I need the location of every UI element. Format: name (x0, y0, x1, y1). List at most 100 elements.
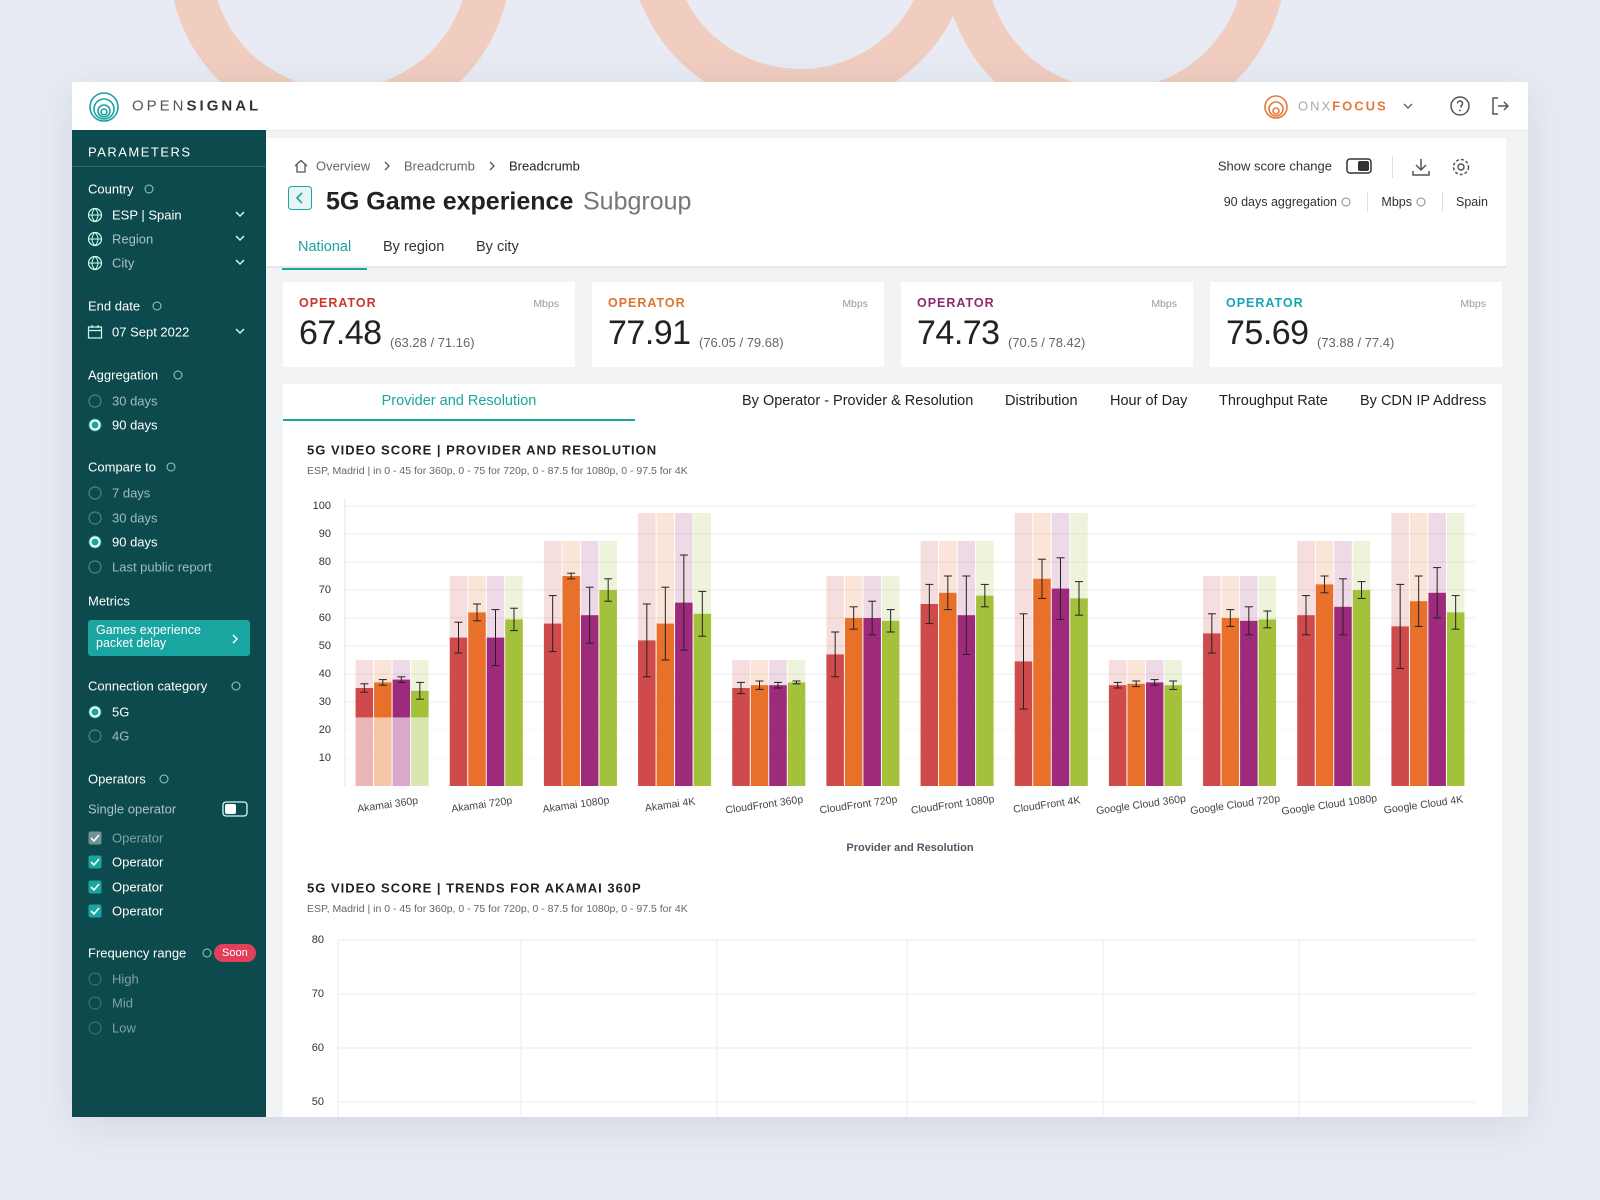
page-header: Overview Breadcrumb Breadcrumb 5G Game expe… (266, 138, 1506, 270)
single-operator-toggle[interactable] (222, 801, 248, 817)
checkbox[interactable] (88, 904, 102, 918)
kpi-range: (76.05 / 79.68) (699, 335, 784, 350)
checkbox-label[interactable]: Operator (112, 879, 164, 895)
chart-tab[interactable]: By CDN IP Address (1360, 393, 1487, 409)
chevron[interactable] (234, 258, 246, 268)
x-tick-label: CloudFront 1080p (910, 793, 995, 817)
radio[interactable] (88, 560, 102, 574)
error-bar (737, 681, 745, 695)
radio-label[interactable]: 5G (112, 704, 130, 720)
checkbox-label[interactable]: Operator (112, 854, 164, 870)
error-bar (868, 600, 877, 636)
info-icon (152, 301, 162, 311)
select[interactable]: Region (112, 231, 154, 247)
radio[interactable] (88, 418, 102, 432)
bar (580, 615, 599, 786)
chart-panel: 5G VIDEO SCORE | PROVIDER AND RESOLUTION… (283, 421, 1502, 1117)
bar (750, 685, 769, 786)
radio-label[interactable]: Last public report (112, 559, 212, 575)
error-bar (454, 621, 463, 654)
chart-tab[interactable]: Provider and Resolution (283, 384, 635, 421)
product-light: ONX (1298, 98, 1333, 114)
y-tick-label: 10 (319, 752, 331, 764)
bar (881, 620, 900, 786)
date-select[interactable]: 07 Sept 2022 (112, 324, 190, 340)
kpi-label: OPERATOR (608, 296, 686, 310)
error-bar (1226, 609, 1235, 627)
kpi-value: 77.91 (608, 314, 691, 352)
home-icon[interactable] (293, 158, 309, 174)
breadcrumb[interactable]: Overview (316, 158, 371, 174)
error-bar (360, 683, 369, 693)
error-bar (1169, 680, 1178, 690)
breadcrumb[interactable]: Breadcrumb (404, 158, 475, 174)
x-tick-label: Akamai 720p (451, 795, 514, 815)
globe-icon (87, 207, 103, 223)
select[interactable]: ESP | Spain (112, 207, 182, 223)
chevron[interactable] (234, 234, 246, 244)
settings-icon[interactable] (1450, 156, 1472, 178)
x-tick-label: Google Cloud 1080p (1281, 792, 1378, 817)
checkbox[interactable] (88, 855, 102, 869)
radio[interactable] (88, 535, 102, 549)
info-icon (144, 184, 154, 194)
back-button[interactable] (288, 186, 312, 210)
help-icon[interactable] (1448, 94, 1472, 118)
radio-label[interactable]: 30 days (112, 510, 158, 526)
chart-tab[interactable]: Throughput Rate (1219, 393, 1328, 409)
chart-tab[interactable]: Distribution (1005, 393, 1078, 409)
select[interactable]: City (112, 255, 135, 271)
radio-label[interactable]: 30 days (112, 393, 158, 409)
radio[interactable] (88, 394, 102, 408)
product-chevron[interactable] (1402, 100, 1414, 112)
checkbox-label: Operator (112, 830, 164, 846)
bar (693, 613, 712, 786)
radio[interactable] (88, 486, 102, 500)
metric-button[interactable]: Games experience packet delay (88, 620, 250, 656)
download-icon[interactable] (1410, 156, 1432, 178)
logout-icon[interactable] (1488, 94, 1512, 118)
meta-item: 90 days aggregation (1223, 195, 1337, 209)
page-tab[interactable]: By region (383, 239, 445, 255)
chart-tab[interactable]: Hour of Day (1110, 393, 1188, 409)
breadcrumb: Breadcrumb (509, 158, 580, 174)
kpi-unit: Mbps (1151, 298, 1177, 310)
checkbox[interactable] (88, 880, 102, 894)
info-icon (159, 774, 169, 784)
kpi-unit: Mbps (533, 298, 559, 310)
radio-label[interactable]: 7 days (112, 485, 151, 501)
chevron[interactable] (234, 210, 246, 220)
tab-rule (266, 266, 1506, 268)
info-icon (1341, 197, 1351, 207)
error-bar (792, 680, 801, 685)
error-bar (510, 607, 518, 632)
radio-label[interactable]: 90 days (112, 534, 158, 550)
checkbox-label[interactable]: Operator (112, 903, 164, 919)
bar (1014, 661, 1033, 786)
error-bar (473, 603, 481, 622)
bar (468, 612, 486, 786)
bar (826, 654, 844, 786)
radio[interactable] (88, 729, 102, 743)
info-icon (202, 948, 212, 958)
divider (1392, 156, 1393, 178)
radio-label[interactable]: 90 days (112, 417, 158, 433)
page-tab[interactable]: National (282, 236, 368, 270)
product-switcher[interactable]: ONXFOCUS (1298, 99, 1388, 114)
page-tab[interactable]: By city (476, 239, 519, 255)
error-bar (962, 575, 971, 655)
radio (88, 1021, 102, 1035)
x-tick-label: Google Cloud 360p (1095, 793, 1186, 817)
x-tick-label: CloudFront 360p (725, 794, 804, 817)
y-tick-label: 30 (319, 696, 331, 708)
chevron[interactable] (234, 327, 246, 337)
bar (599, 590, 617, 786)
radio[interactable] (88, 705, 102, 719)
score-change-toggle[interactable] (1346, 157, 1372, 175)
bar (1145, 682, 1164, 786)
error-bar (679, 554, 688, 651)
radio[interactable] (88, 511, 102, 525)
chart-tab[interactable]: By Operator - Provider & Resolution (742, 393, 974, 409)
radio-label[interactable]: 4G (112, 728, 130, 744)
